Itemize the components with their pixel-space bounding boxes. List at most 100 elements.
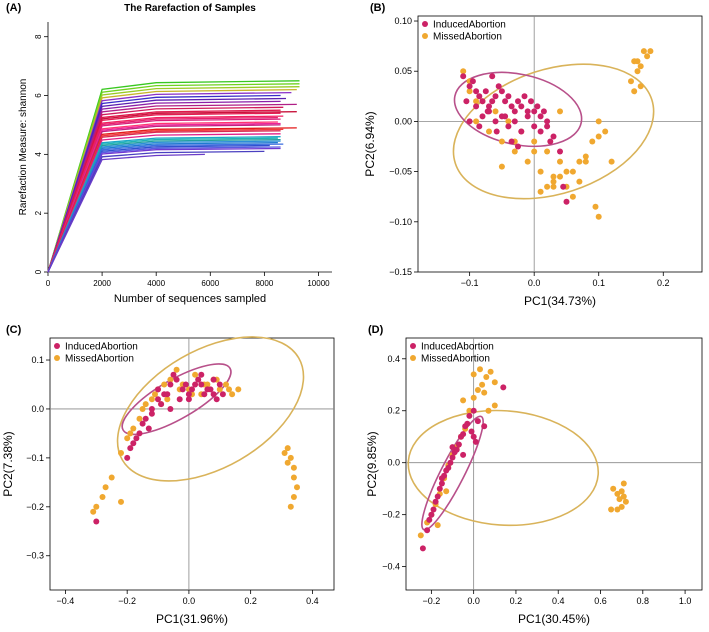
missed-abortion-ellipse — [407, 409, 600, 527]
induced-abortion-point — [537, 113, 544, 120]
induced-abortion-point — [492, 118, 499, 125]
x-tick-label: 0 — [46, 279, 51, 288]
x-axis-label: PC1(31.96%) — [156, 612, 228, 626]
chart-title: The Rarefaction of Samples — [124, 3, 256, 14]
missed-abortion-point — [544, 148, 551, 155]
missed-abortion-point — [287, 503, 294, 510]
missed-abortion-point — [511, 148, 518, 155]
induced-abortion-point — [495, 83, 502, 90]
panel-d-letter: (D) — [368, 324, 384, 336]
induced-abortion-point — [447, 459, 454, 466]
induced-abortion-point — [540, 108, 547, 115]
missed-abortion-point — [290, 494, 297, 500]
induced-abortion-point — [486, 103, 492, 110]
induced-abortion-point — [498, 88, 505, 95]
missed-abortion-point — [130, 425, 137, 432]
missed-abortion-point — [460, 68, 467, 75]
missed-abortion-point — [481, 389, 488, 396]
missed-abortion-point — [460, 397, 467, 404]
induced-abortion-point — [179, 386, 186, 393]
induced-abortion-point — [451, 449, 458, 456]
legend-label-missed: MissedAbortion — [65, 354, 134, 365]
induced-abortion-point — [511, 118, 518, 125]
induced-abortion-point — [438, 475, 445, 482]
x-tick-label: −0.2 — [422, 596, 440, 606]
induced-abortion-point — [436, 485, 443, 492]
y-tick-label: 0.4 — [387, 354, 400, 364]
x-tick-label: 0.2 — [244, 596, 257, 606]
missed-abortion-point — [485, 407, 492, 414]
induced-abortion-point — [127, 445, 134, 452]
induced-abortion-point — [489, 98, 496, 105]
legend-label-missed: MissedAbortion — [433, 32, 502, 43]
missed-abortion-point — [595, 118, 602, 125]
y-tick-label: 8 — [34, 34, 43, 39]
induced-abortion-point — [473, 103, 480, 110]
induced-abortion-point — [560, 183, 567, 190]
missed-abortion-point — [644, 53, 651, 60]
missed-abortion-point — [498, 138, 505, 145]
induced-abortion-point — [524, 108, 531, 115]
x-tick-label: 0.4 — [306, 596, 319, 606]
plot-frame — [405, 337, 703, 591]
y-tick-label: 0.10 — [394, 16, 412, 26]
missed-abortion-point — [602, 128, 609, 135]
induced-abortion-point — [476, 123, 483, 130]
missed-abortion-point — [491, 379, 498, 386]
induced-abortion-point — [155, 396, 161, 403]
induced-abortion-point — [455, 441, 462, 448]
missed-abortion-point — [610, 485, 617, 492]
x-axis-label: PC1(30.45%) — [518, 612, 590, 626]
induced-abortion-point — [432, 498, 439, 505]
induced-abortion-point — [139, 420, 146, 427]
x-tick-label: 8000 — [255, 279, 273, 288]
missed-abortion-point — [550, 178, 557, 185]
x-tick-label: 0.2 — [510, 596, 523, 606]
missed-abortion-point — [505, 118, 512, 125]
missed-abortion-point — [93, 503, 100, 510]
x-tick-label: 0.0 — [183, 596, 196, 606]
missed-abortion-point — [582, 158, 589, 165]
missed-abortion-point — [550, 183, 557, 190]
induced-abortion-point — [544, 118, 551, 125]
missed-abortion-point — [608, 506, 615, 513]
induced-abortion-point — [449, 454, 456, 461]
y-axis-label: Rarefaction Measure: shannon — [18, 79, 29, 216]
y-tick-label: 0.0 — [387, 458, 400, 468]
missed-abortion-point — [537, 168, 544, 175]
missed-abortion-point — [618, 503, 625, 510]
missed-abortion-point — [498, 163, 505, 170]
x-tick-label: 0.4 — [552, 596, 565, 606]
induced-abortion-point — [145, 425, 152, 432]
y-tick-label: −0.10 — [389, 217, 412, 227]
x-tick-label: 0.0 — [467, 596, 480, 606]
x-axis-label: PC1(34.73%) — [524, 294, 596, 308]
missed-abortion-point — [492, 108, 499, 115]
y-tick-label: 0.0 — [31, 404, 44, 414]
induced-abortion-point — [428, 511, 435, 518]
induced-abortion-point — [563, 198, 570, 205]
missed-abortion-point — [477, 366, 483, 373]
y-tick-label: −0.2 — [26, 502, 44, 512]
induced-abortion-point — [470, 433, 477, 440]
y-tick-label: 0.00 — [394, 116, 412, 126]
induced-abortion-point — [528, 98, 534, 105]
missed-abortion-point — [124, 435, 131, 442]
induced-abortion-point — [192, 381, 199, 388]
induced-abortion-point — [479, 98, 486, 105]
missed-abortion-point — [569, 168, 576, 175]
plot-frame — [49, 337, 335, 591]
missed-abortion-point — [487, 368, 494, 375]
induced-abortion-point — [182, 381, 189, 388]
induced-abortion-point — [531, 123, 538, 130]
missed-abortion-point — [620, 480, 627, 487]
induced-abortion-point — [148, 410, 155, 417]
induced-abortion-point — [158, 401, 165, 408]
missed-abortion-point — [161, 381, 168, 388]
rarefaction-curve — [47, 153, 205, 273]
induced-abortion-point — [93, 518, 100, 525]
missed-abortion-point — [90, 508, 97, 515]
induced-abortion-point — [219, 391, 226, 398]
missed-abortion-point — [287, 454, 294, 461]
induced-abortion-point — [198, 381, 205, 388]
